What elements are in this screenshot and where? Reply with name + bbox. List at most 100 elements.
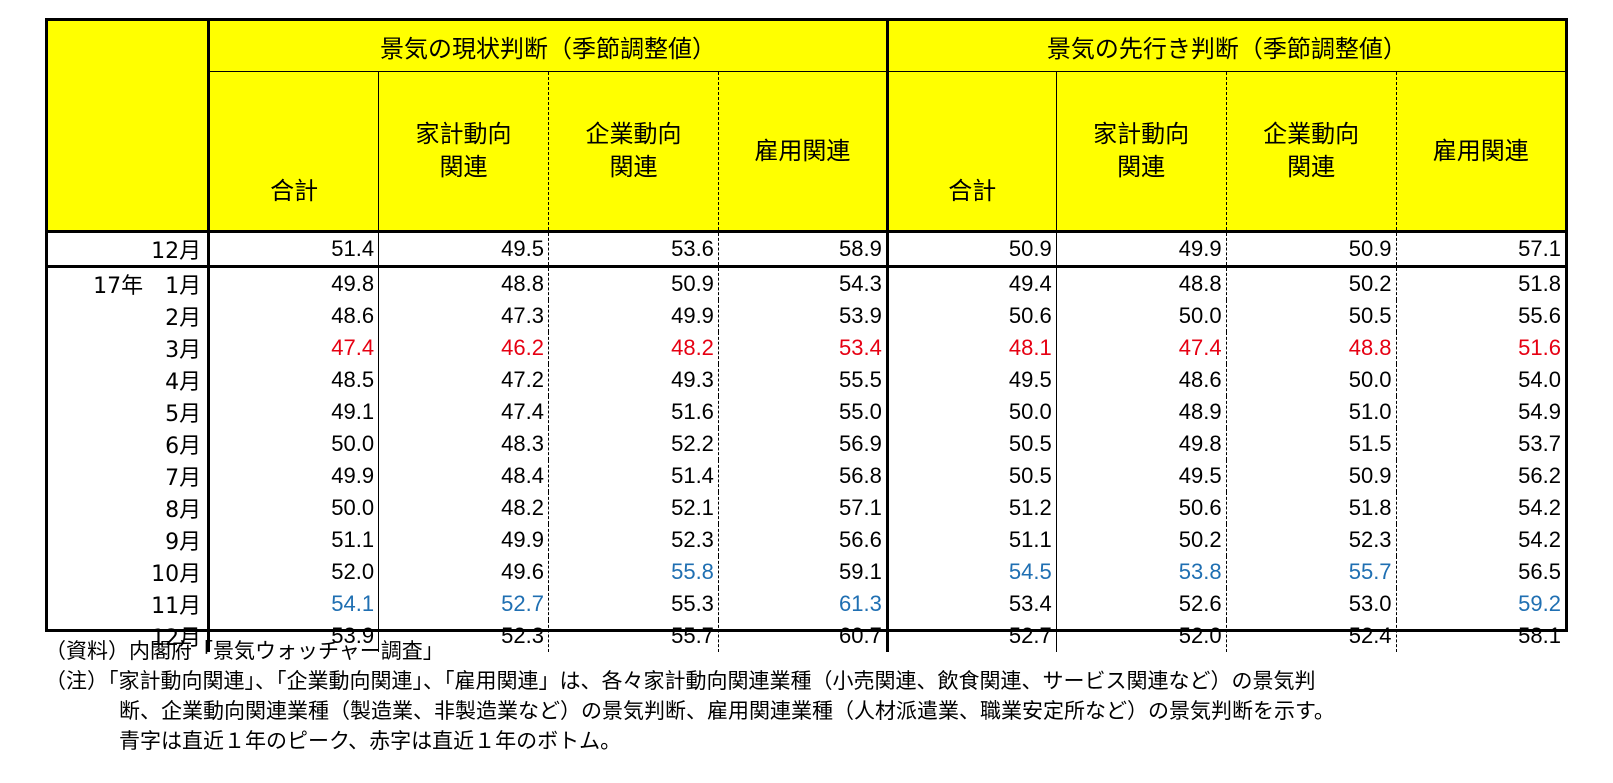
table-cell: 50.0	[1225, 364, 1397, 396]
table-cell: 50.0	[207, 492, 379, 524]
table-cell: 55.7	[548, 620, 719, 652]
row-label: 11月	[151, 594, 202, 619]
table-cell: 52.7	[378, 588, 549, 620]
table-cell: 49.5	[378, 231, 549, 268]
table-cell: 52.3	[548, 524, 719, 556]
table-cell: 51.2	[885, 492, 1057, 524]
row-label: 6月	[165, 434, 202, 459]
table-cell: 47.4	[207, 332, 379, 364]
table-cell: 50.0	[885, 396, 1057, 428]
col-future-employment: 雇用関連	[1395, 71, 1565, 233]
table-cell: 56.9	[717, 428, 888, 460]
table-row: 3月 47.4 46.2 48.2 53.4 48.1 47.4 48.8 51.6	[48, 332, 1565, 364]
table-cell: 48.6	[207, 300, 379, 332]
table-row: 5月 49.1 47.4 51.6 55.0 50.0 48.9 51.0 54.9	[48, 396, 1565, 428]
table-cell: 52.1	[548, 492, 719, 524]
table-cell: 47.2	[378, 364, 549, 396]
table-cell: 55.6	[1395, 300, 1565, 332]
table-cell: 49.3	[548, 364, 719, 396]
table-cell: 50.2	[1055, 524, 1227, 556]
table-cell: 51.8	[1225, 492, 1397, 524]
col-current-employment: 雇用関連	[717, 71, 888, 233]
col-future-household: 家計動向 関連	[1055, 71, 1227, 233]
table-cell: 51.6	[548, 396, 719, 428]
table-row: 6月 50.0 48.3 52.2 56.9 50.5 49.8 51.5 53.7	[48, 428, 1565, 460]
row-label: 8月	[165, 498, 202, 523]
row-label: 10月	[151, 562, 202, 587]
table-cell: 48.2	[378, 492, 549, 524]
table-cell: 59.2	[1395, 588, 1565, 620]
table-cell: 56.6	[717, 524, 888, 556]
row-label: 5月	[165, 402, 202, 427]
row-label: 3月	[165, 338, 202, 363]
table-cell: 53.6	[548, 231, 719, 268]
col-future-total: 合計	[885, 71, 1057, 233]
corner-blank	[48, 21, 209, 233]
table-cell: 53.4	[885, 588, 1057, 620]
table-row: 7月 49.9 48.4 51.4 56.8 50.5 49.5 50.9 56.2	[48, 460, 1565, 492]
table-cell: 56.2	[1395, 460, 1565, 492]
table-cell: 54.0	[1395, 364, 1565, 396]
table-cell: 50.6	[885, 300, 1057, 332]
table-cell: 52.7	[885, 620, 1057, 652]
row-label: 12月	[151, 626, 202, 651]
row-label: 4月	[165, 370, 202, 395]
source-note: （資料）内閣府「景気ウォッチャー調査」	[45, 639, 444, 663]
table-cell: 49.5	[885, 364, 1057, 396]
table-cell: 49.8	[1055, 428, 1227, 460]
col-current-total: 合計	[207, 71, 379, 233]
table-cell: 52.3	[378, 620, 549, 652]
row-label: 17年 1月	[93, 274, 202, 299]
table-cell: 48.8	[1225, 332, 1397, 364]
table-cell: 48.6	[1055, 364, 1227, 396]
table-cell: 58.9	[717, 231, 888, 268]
table-cell: 55.8	[548, 556, 719, 588]
table-cell: 54.3	[717, 266, 888, 300]
table-cell: 50.5	[885, 428, 1057, 460]
table-cell: 49.6	[378, 556, 549, 588]
table-cell: 55.7	[1225, 556, 1397, 588]
table-cell: 57.1	[1395, 231, 1565, 268]
table-cell: 55.3	[548, 588, 719, 620]
table-cell: 52.4	[1225, 620, 1397, 652]
table-cell: 51.4	[207, 231, 379, 268]
table-cell: 53.4	[717, 332, 888, 364]
table-row: 8月 50.0 48.2 52.1 57.1 51.2 50.6 51.8 54.2	[48, 492, 1565, 524]
note-line-2: 断、企業動向関連業種（製造業、非製造業など）の景気判断、雇用関連業種（人材派遣業…	[119, 699, 1335, 723]
table-row: 4月 48.5 47.2 49.3 55.5 49.5 48.6 50.0 54.0	[48, 364, 1565, 396]
table-cell: 47.4	[1055, 332, 1227, 364]
table-cell: 52.0	[207, 556, 379, 588]
table-cell: 50.5	[885, 460, 1057, 492]
col-current-household: 家計動向 関連	[378, 71, 549, 233]
table-cell: 59.1	[717, 556, 888, 588]
table-cell: 50.2	[1225, 266, 1397, 300]
table-row: 11月 54.1 52.7 55.3 61.3 53.4 52.6 53.0 59.2	[48, 588, 1565, 620]
table-cell: 52.0	[1055, 620, 1227, 652]
table-cell: 53.8	[1055, 556, 1227, 588]
table-cell: 53.9	[207, 620, 379, 652]
table-cell: 50.0	[207, 428, 379, 460]
table-cell: 54.5	[885, 556, 1057, 588]
table-cell: 49.8	[207, 266, 379, 300]
table-cell: 51.8	[1395, 266, 1565, 300]
table-cell: 50.9	[548, 266, 719, 300]
table-cell: 51.6	[1395, 332, 1565, 364]
table-cell: 50.9	[1225, 231, 1397, 268]
table-body: 12月 51.4 49.5 53.6 58.9 50.9 49.9 50.9 57.1 17年 1…	[48, 231, 1565, 652]
table-cell: 53.9	[717, 300, 888, 332]
table-cell: 50.9	[1225, 460, 1397, 492]
table-cell: 56.5	[1395, 556, 1565, 588]
table-row: 9月 51.1 49.9 52.3 56.6 51.1 50.2 52.3 54.2	[48, 524, 1565, 556]
table-cell: 49.4	[885, 266, 1057, 300]
table-cell: 48.4	[378, 460, 549, 492]
table-row: 12月 51.4 49.5 53.6 58.9 50.9 49.9 50.9 57.1	[48, 231, 1565, 268]
row-label: 7月	[165, 466, 202, 491]
table-cell: 48.8	[1055, 266, 1227, 300]
table-cell: 55.5	[717, 364, 888, 396]
table-cell: 58.1	[1395, 620, 1565, 652]
table-cell: 48.8	[378, 266, 549, 300]
table-cell: 61.3	[717, 588, 888, 620]
table-row: 12月 53.9 52.3 55.7 60.7 52.7 52.0 52.4 58.1	[48, 620, 1565, 652]
table-cell: 49.5	[1055, 460, 1227, 492]
table-cell: 50.5	[1225, 300, 1397, 332]
